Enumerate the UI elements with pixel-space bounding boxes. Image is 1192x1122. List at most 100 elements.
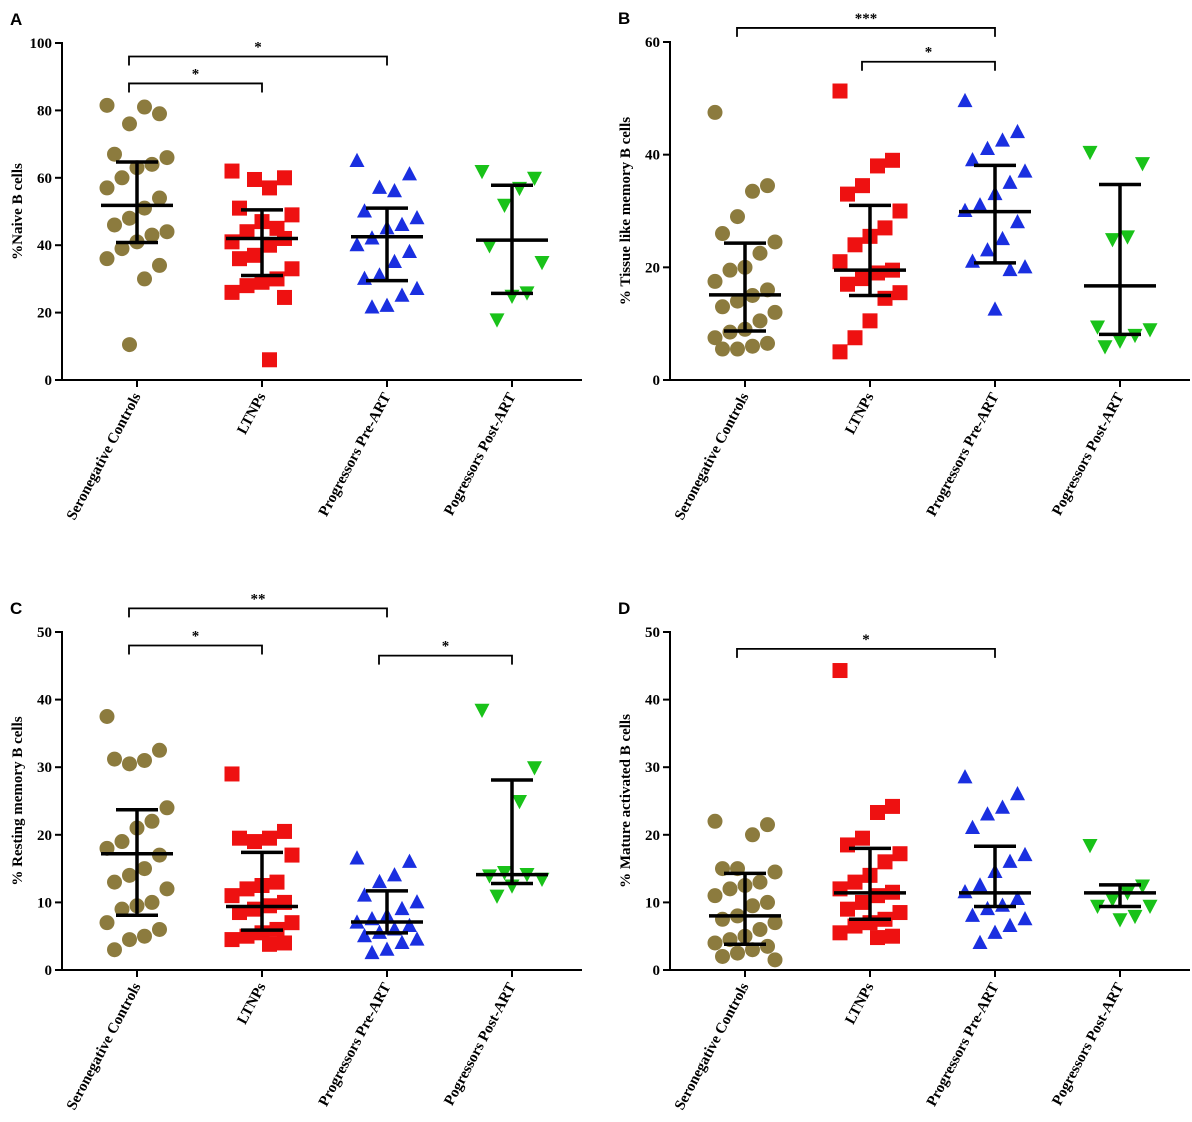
point: [1090, 899, 1105, 915]
point: [972, 934, 988, 949]
significance-bracket: [128, 82, 263, 93]
point: [1112, 334, 1128, 349]
y-tick-label: 80: [37, 103, 52, 119]
point: [752, 874, 768, 890]
y-tick-label: 0: [45, 963, 53, 979]
point: [262, 180, 277, 196]
point: [402, 166, 417, 181]
point: [760, 178, 775, 194]
point: [1082, 145, 1098, 161]
x-tick-label: Seronegative Controls: [64, 980, 145, 1113]
point: [122, 756, 137, 772]
point: [877, 290, 893, 306]
point: [957, 769, 973, 784]
point: [394, 934, 410, 949]
point: [847, 918, 863, 934]
point: [1010, 785, 1025, 801]
y-tick-label: 20: [37, 828, 52, 844]
point: [707, 273, 723, 289]
point: [99, 915, 115, 931]
significance-label: *: [862, 632, 870, 648]
point: [137, 752, 152, 768]
point: [232, 830, 247, 846]
x-tick-label: Pogressors Post-ART: [441, 980, 519, 1108]
point: [767, 234, 783, 250]
point: [707, 888, 723, 904]
y-tick-label: 40: [645, 148, 660, 164]
point: [715, 341, 730, 357]
significance-label: *: [192, 629, 200, 645]
point: [107, 942, 122, 958]
point: [474, 703, 490, 718]
x-tick-label: Progressors Pre-ART: [316, 980, 395, 1109]
point: [224, 766, 240, 782]
x-tick-label: Progressors Pre-ART: [924, 980, 1003, 1109]
point: [232, 200, 247, 216]
point: [1017, 259, 1033, 274]
point: [284, 261, 300, 277]
point: [349, 152, 365, 167]
point: [987, 301, 1003, 316]
y-tick-label: 0: [653, 963, 661, 979]
y-tick-label: 20: [645, 260, 660, 276]
significance-bracket: [128, 607, 388, 618]
point: [840, 276, 855, 292]
y-axis-label: % Mature activated B cells: [618, 714, 634, 888]
point: [760, 938, 775, 954]
significance-label: *: [254, 39, 262, 55]
panel-label: C: [10, 599, 22, 618]
point: [534, 256, 550, 271]
point: [1105, 233, 1120, 248]
point: [349, 850, 365, 865]
point: [745, 183, 760, 199]
point: [159, 150, 175, 166]
point: [409, 894, 425, 909]
y-tick-label: 50: [37, 625, 52, 641]
point: [489, 889, 505, 904]
point: [262, 830, 277, 846]
point: [877, 220, 893, 236]
significance-label: *: [192, 66, 200, 82]
point: [870, 158, 885, 174]
point: [357, 887, 372, 902]
point: [357, 927, 372, 943]
point: [122, 932, 137, 948]
point: [1105, 893, 1120, 908]
y-tick-label: 100: [30, 36, 53, 52]
point: [752, 921, 768, 937]
point: [965, 907, 980, 922]
point: [387, 253, 402, 269]
point: [1017, 846, 1033, 862]
significance-bracket: [736, 27, 996, 37]
point: [349, 236, 365, 252]
point: [1082, 838, 1098, 854]
point: [855, 178, 870, 194]
point: [372, 873, 387, 889]
point: [980, 242, 995, 257]
y-tick-label: 50: [645, 625, 660, 641]
point: [715, 226, 730, 242]
point: [1090, 320, 1105, 335]
point: [722, 881, 738, 897]
point: [239, 278, 255, 294]
point: [409, 209, 425, 225]
point: [1135, 879, 1150, 894]
significance-bracket: [861, 60, 996, 71]
point: [402, 917, 417, 933]
point: [832, 83, 848, 99]
point: [277, 170, 292, 186]
y-tick-label: 0: [653, 373, 661, 389]
point: [409, 931, 425, 946]
point: [987, 924, 1003, 939]
point: [277, 289, 292, 305]
point: [394, 216, 410, 231]
point: [277, 935, 292, 951]
point: [107, 874, 122, 890]
point: [707, 104, 723, 120]
point: [1002, 917, 1018, 933]
point: [114, 834, 130, 850]
point: [269, 874, 285, 890]
point: [137, 271, 152, 287]
point: [394, 287, 410, 302]
point: [707, 330, 723, 346]
